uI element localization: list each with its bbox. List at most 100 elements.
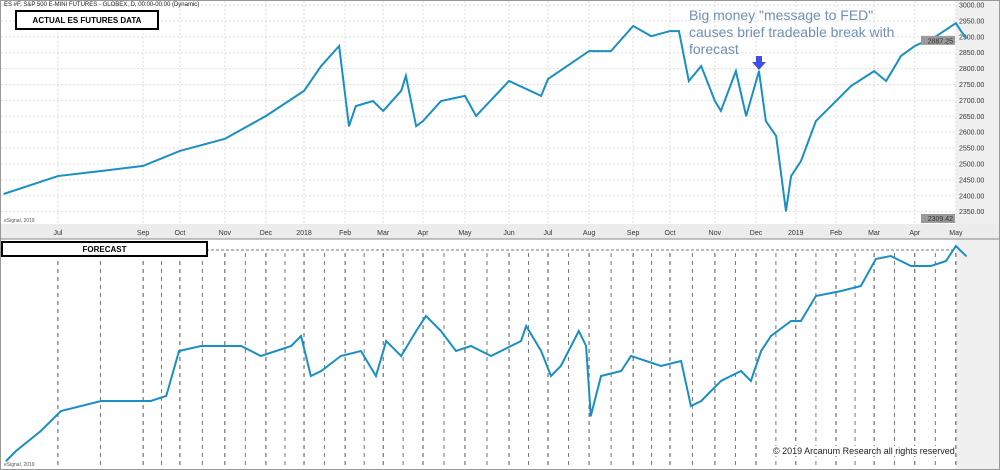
y-tick-label: 2800.00: [959, 66, 984, 73]
last-price-label: 2887.25: [928, 38, 953, 45]
forecast-line-point: [910, 265, 912, 267]
forecast-line-point: [860, 285, 862, 287]
es-futures-line-point: [382, 110, 385, 112]
forecast-line-point: [490, 355, 492, 357]
forecast-line-point: [550, 375, 552, 377]
x-tick-label: Feb: [339, 230, 351, 237]
forecast-line-point: [680, 360, 682, 362]
es-futures-line-point: [440, 100, 442, 102]
es-futures-line-point: [678, 30, 680, 32]
es-futures-line-point: [348, 125, 350, 127]
es-futures-line-point: [179, 150, 181, 152]
forecast-line-point: [400, 355, 402, 357]
forecast-line-point: [630, 355, 632, 357]
es-futures-line-point: [415, 125, 417, 127]
forecast-line-point: [750, 380, 752, 382]
y-tick-label: 2950.00: [959, 18, 984, 25]
es-futures-line-point: [900, 55, 902, 57]
forecast-line-point: [540, 350, 542, 352]
forecast-line-point: [740, 370, 742, 372]
x-tick-label: Feb: [830, 230, 842, 237]
x-tick-label: Dec: [750, 230, 763, 237]
forecast-line-point: [425, 315, 427, 317]
bottom-panel-label: FORECAST: [1, 241, 208, 257]
es-futures-line-point: [142, 165, 144, 167]
annotation-line: forecast: [689, 41, 739, 57]
es-futures-line-point: [800, 160, 802, 162]
x-tick-label: Nov: [709, 230, 722, 237]
forecast-line-point: [585, 345, 587, 347]
forecast-line-point: [385, 340, 388, 342]
es-futures-line-point: [464, 95, 466, 97]
forecast-line-point: [150, 400, 152, 402]
es-futures-line-point: [400, 90, 402, 92]
x-tick-label: Apr: [418, 230, 430, 237]
forecast-line-point: [440, 330, 442, 332]
es-futures-line-point: [588, 50, 590, 52]
annotation: Big money "message to FED" causes brief …: [689, 7, 939, 58]
x-tick-label: Jul: [53, 230, 62, 237]
copyright: © 2019 Arcanum Research all rights reser…: [773, 446, 955, 456]
forecast-line-point: [375, 375, 377, 377]
forecast-line-point: [360, 350, 362, 352]
x-tick-label: Sep: [627, 230, 640, 237]
forecast-line-point: [5, 460, 7, 462]
price-axis[interactable]: [956, 1, 1000, 241]
es-futures-line-point: [873, 70, 875, 72]
forecast-line-point: [945, 260, 947, 262]
forecast-line-point: [290, 345, 292, 347]
arrow-down-icon: [756, 56, 762, 63]
es-futures-line-point: [965, 37, 967, 39]
es-futures-line-point: [913, 45, 916, 47]
forecast-line-point: [525, 325, 527, 327]
x-tick-label: May: [949, 230, 963, 237]
low-marker: [921, 214, 955, 223]
x-tick-label: Oct: [665, 230, 676, 237]
forecast-line: [5, 244, 967, 462]
arrow-down-icon: [752, 62, 766, 70]
forecast-line-point: [560, 365, 562, 367]
forecast-line-point: [320, 370, 322, 372]
source-bottom: eSignal, 2019: [4, 462, 35, 468]
top-panel-label: ACTUAL ES FUTURES DATA: [15, 10, 159, 30]
forecast-line-point: [840, 290, 842, 292]
y-tick-label: 2550.00: [959, 146, 984, 153]
forecast-line-point: [100, 400, 102, 402]
es-futures-line-point: [650, 35, 652, 37]
es-futures-line-point: [815, 120, 817, 122]
es-futures-line-point: [265, 115, 267, 117]
es-futures-line-point: [700, 65, 703, 67]
y-tick-label: 2700.00: [959, 98, 984, 105]
x-tick-label: Sep: [137, 230, 150, 237]
x-tick-label: 2019: [788, 230, 804, 237]
forecast-line-point: [720, 380, 722, 382]
y-tick-label: 2400.00: [959, 193, 984, 200]
es-futures-line-point: [338, 45, 340, 47]
forecast-line-point: [690, 405, 692, 407]
x-tick-label: Dec: [260, 230, 273, 237]
forecast-line-point: [455, 350, 457, 352]
forecast-line-point: [15, 450, 17, 452]
forecast-line-point: [955, 245, 957, 247]
es-futures-line-point: [688, 80, 690, 82]
es-futures-line-point: [714, 100, 716, 102]
es-futures-line-point: [720, 110, 722, 112]
x-tick-label: Jun: [503, 230, 514, 237]
x-tick-label: 2018: [296, 230, 312, 237]
es-futures-line-point: [303, 90, 305, 92]
y-tick-label: 2500.00: [959, 161, 984, 168]
y-tick-label: 2900.00: [959, 34, 984, 41]
es-futures-line-point: [540, 95, 542, 97]
es-futures-line-point: [960, 30, 962, 32]
last-price-marker: [921, 35, 955, 45]
forecast-line-point: [600, 375, 602, 377]
time-axis[interactable]: [1, 224, 1000, 239]
forecast-line-point: [620, 370, 622, 372]
forecast-line-point: [240, 345, 242, 347]
x-tick-label: Nov: [219, 230, 232, 237]
es-futures-line-point: [610, 50, 612, 52]
es-futures-line-point: [632, 25, 634, 27]
forecast-line-point: [875, 258, 877, 260]
es-futures-line-point: [850, 85, 852, 87]
